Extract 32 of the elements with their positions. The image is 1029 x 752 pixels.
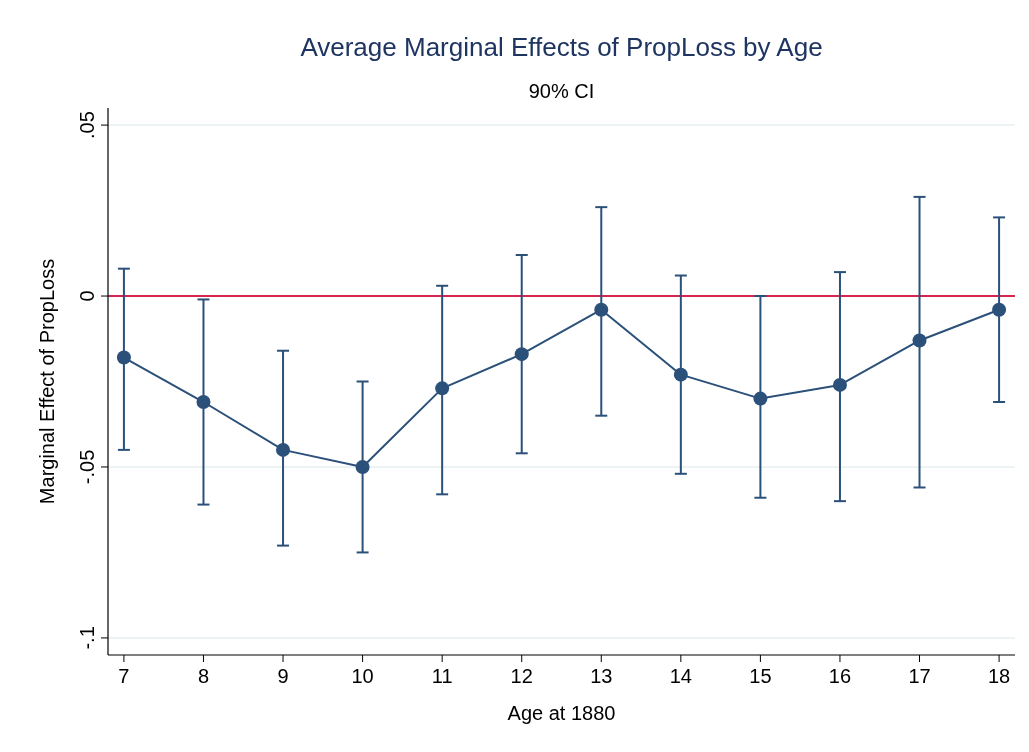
x-axis-title: Age at 1880 (507, 702, 616, 724)
point (832, 377, 847, 392)
y-tick-label: -.1 (76, 626, 98, 650)
chart-subtitle: 90% CI (528, 80, 595, 102)
y-axis-title: Marginal Effect of PropLoss (36, 258, 58, 505)
x-tick-label: 13 (590, 665, 613, 687)
point (992, 302, 1007, 317)
x-tick-label: 9 (277, 665, 289, 687)
x-tick-label: 12 (510, 665, 533, 687)
point (594, 302, 609, 317)
x-tick-label: 7 (118, 665, 130, 687)
point (116, 350, 131, 365)
point (355, 459, 370, 474)
point (912, 333, 927, 348)
x-tick-label: 18 (987, 665, 1011, 687)
x-tick-label: 11 (431, 665, 453, 687)
x-tick-label: 15 (749, 665, 772, 687)
y-tick-label: 0 (76, 290, 98, 302)
point (753, 391, 768, 406)
chart-title: Average Marginal Effects of PropLoss by Age (300, 32, 823, 62)
x-tick-label: 8 (197, 665, 210, 687)
x-tick-label: 16 (828, 665, 852, 687)
x-tick-label: 17 (908, 665, 931, 687)
point (276, 442, 291, 457)
x-tick-label: 14 (669, 665, 692, 687)
point (673, 367, 688, 382)
x-tick-label: 10 (351, 665, 374, 687)
y-tick-label: .05 (76, 111, 98, 139)
point (514, 347, 529, 362)
point (196, 395, 211, 410)
point (435, 381, 450, 396)
y-tick-label: -.05 (76, 449, 98, 485)
